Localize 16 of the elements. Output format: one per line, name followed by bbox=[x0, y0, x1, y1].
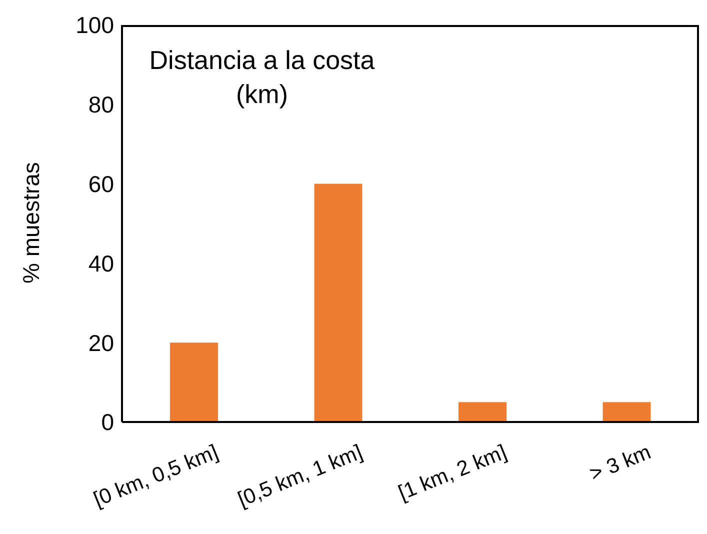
x-tick-label: [1 km, 2 km] bbox=[395, 440, 510, 505]
y-tick-label: 20 bbox=[88, 330, 114, 356]
y-tick-label: 0 bbox=[101, 409, 114, 436]
y-tick-label: 80 bbox=[88, 92, 114, 118]
y-tick-label: 40 bbox=[88, 250, 114, 276]
bar bbox=[602, 402, 651, 422]
bar bbox=[314, 184, 362, 422]
bar bbox=[170, 342, 218, 422]
bar bbox=[458, 402, 506, 422]
x-tick-label: [0 km, 0,5 km] bbox=[90, 440, 222, 512]
text: Distancia a la costa (km) bbox=[148, 44, 376, 111]
y-tick-label: 100 bbox=[76, 12, 114, 38]
y-tick-label: 60 bbox=[88, 170, 114, 197]
x-tick-label: [0,5 km, 1 km] bbox=[234, 440, 366, 512]
x-tick-label: > 3 km bbox=[586, 440, 654, 486]
y-axis-title: % muestras bbox=[18, 162, 44, 284]
